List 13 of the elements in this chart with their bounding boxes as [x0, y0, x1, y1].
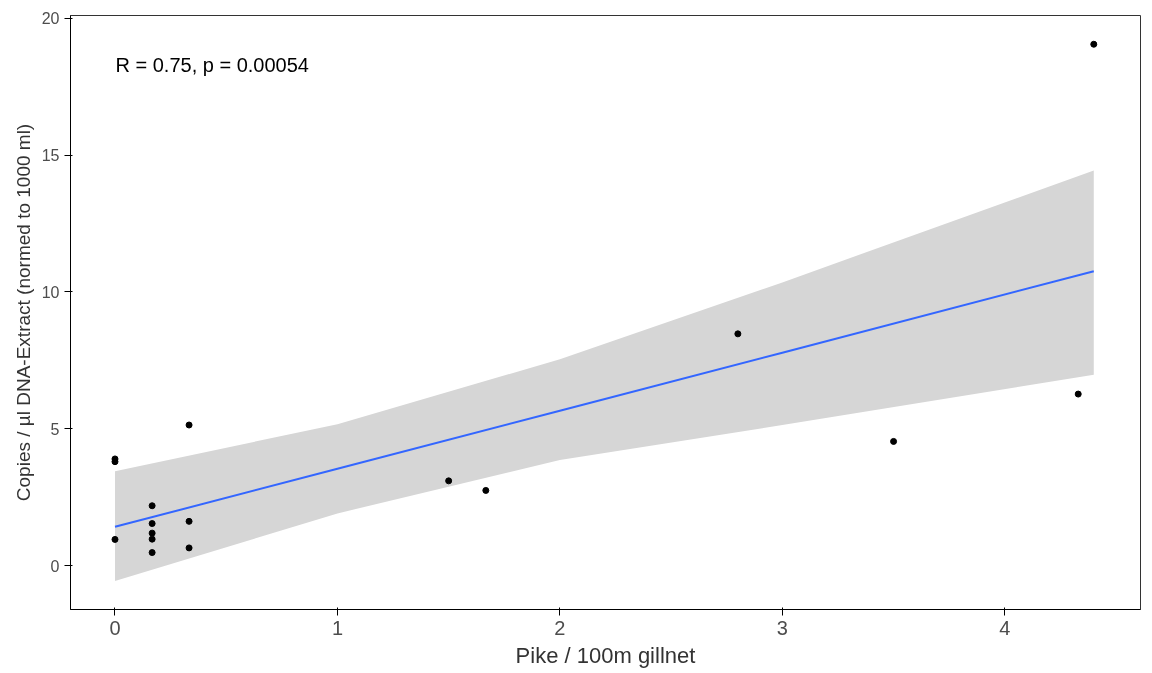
x-tick-label: 0 [109, 616, 121, 639]
y-tick-label: 0 [50, 557, 60, 575]
x-tick-label: 1 [331, 616, 344, 639]
y-tick-label: 5 [50, 420, 60, 438]
y-tick-label: 10 [41, 283, 60, 301]
y-tick-label: 15 [41, 147, 60, 165]
y-axis-title: Copies / µl DNA-Extract (normed to 1000 ml) [12, 123, 34, 502]
x-axis-title: Pike / 100m gillnet [515, 642, 696, 668]
y-tick-label: 20 [41, 10, 60, 28]
x-tick-label: 3 [776, 616, 788, 639]
x-tick-label: 2 [554, 616, 566, 639]
x-tick-label: 4 [999, 616, 1011, 639]
annotation: R = 0.75, p = 0.00054 [115, 53, 309, 76]
